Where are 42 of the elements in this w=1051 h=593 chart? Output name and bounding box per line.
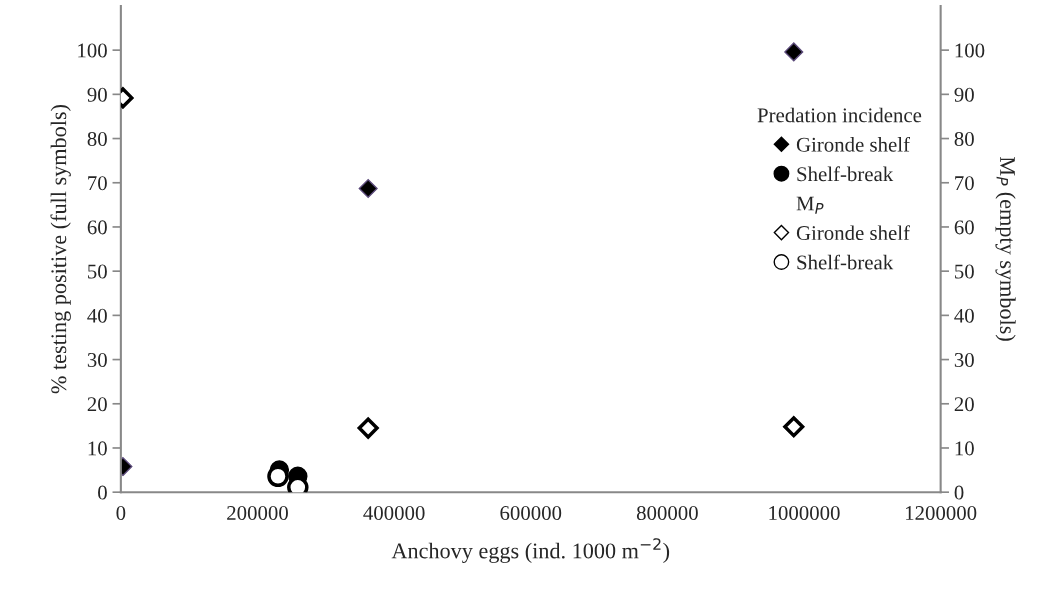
y-tick-label: 80: [87, 131, 107, 146]
y-tick-label: 10: [88, 441, 107, 456]
annotation: M$_{P}$: [796, 196, 824, 214]
y-tick-label: 0: [98, 485, 107, 500]
point: [358, 178, 378, 199]
y2-tick-label: 90: [954, 87, 974, 102]
y2-tick-label: 50: [955, 264, 974, 279]
y2-tick-label: 10: [955, 441, 974, 456]
legend-label: Gironde shelf: [796, 225, 910, 241]
point: [783, 416, 805, 438]
x-tick-label: 600000: [500, 505, 562, 521]
y2-tick-label: 40: [954, 308, 974, 323]
y-axis-title: % testing positive (full symbols): [50, 104, 71, 394]
y-tick-label: 60: [87, 220, 107, 235]
y2-tick-label: 100: [955, 43, 985, 58]
y-tick-label: 70: [88, 176, 107, 191]
y2-tick-label: 60: [954, 220, 974, 235]
y2-tick-label: 20: [954, 397, 974, 412]
x-tick-label: 1000000: [769, 505, 840, 521]
y2-tick-label: 0: [954, 485, 964, 500]
y2-tick-label: 30: [954, 352, 974, 368]
legend-label: Shelf-break: [797, 254, 894, 270]
x-tick-label: 1200000: [906, 505, 977, 521]
point: [784, 42, 804, 62]
y-tick-label: 50: [88, 264, 107, 279]
legend-label: Shelf-break: [797, 166, 894, 182]
y-tick-label: 40: [87, 308, 107, 323]
y-tick-label: 30: [87, 352, 107, 368]
x-tick-label: 400000: [363, 505, 425, 521]
y-tick-label: 90: [87, 87, 107, 102]
x-tick-label: 800000: [636, 505, 698, 521]
x-tick-label: 200000: [227, 505, 288, 521]
y2-axis-title: M$_{P}$ (empty symbols): [995, 156, 1016, 341]
x-axis-title: Anchovy eggs (ind. 1000 m$^{−2}$): [391, 538, 670, 564]
y2-tick-label: 80: [954, 131, 974, 146]
point: [357, 417, 379, 439]
y-tick-label: 20: [87, 397, 107, 412]
x-tick-label: 0: [116, 505, 126, 521]
y-tick-label: 100: [78, 43, 107, 58]
legend-title: Predation incidence: [757, 107, 922, 123]
legend-label: Gironde shelf: [796, 136, 910, 152]
y2-tick-label: 70: [955, 176, 974, 191]
